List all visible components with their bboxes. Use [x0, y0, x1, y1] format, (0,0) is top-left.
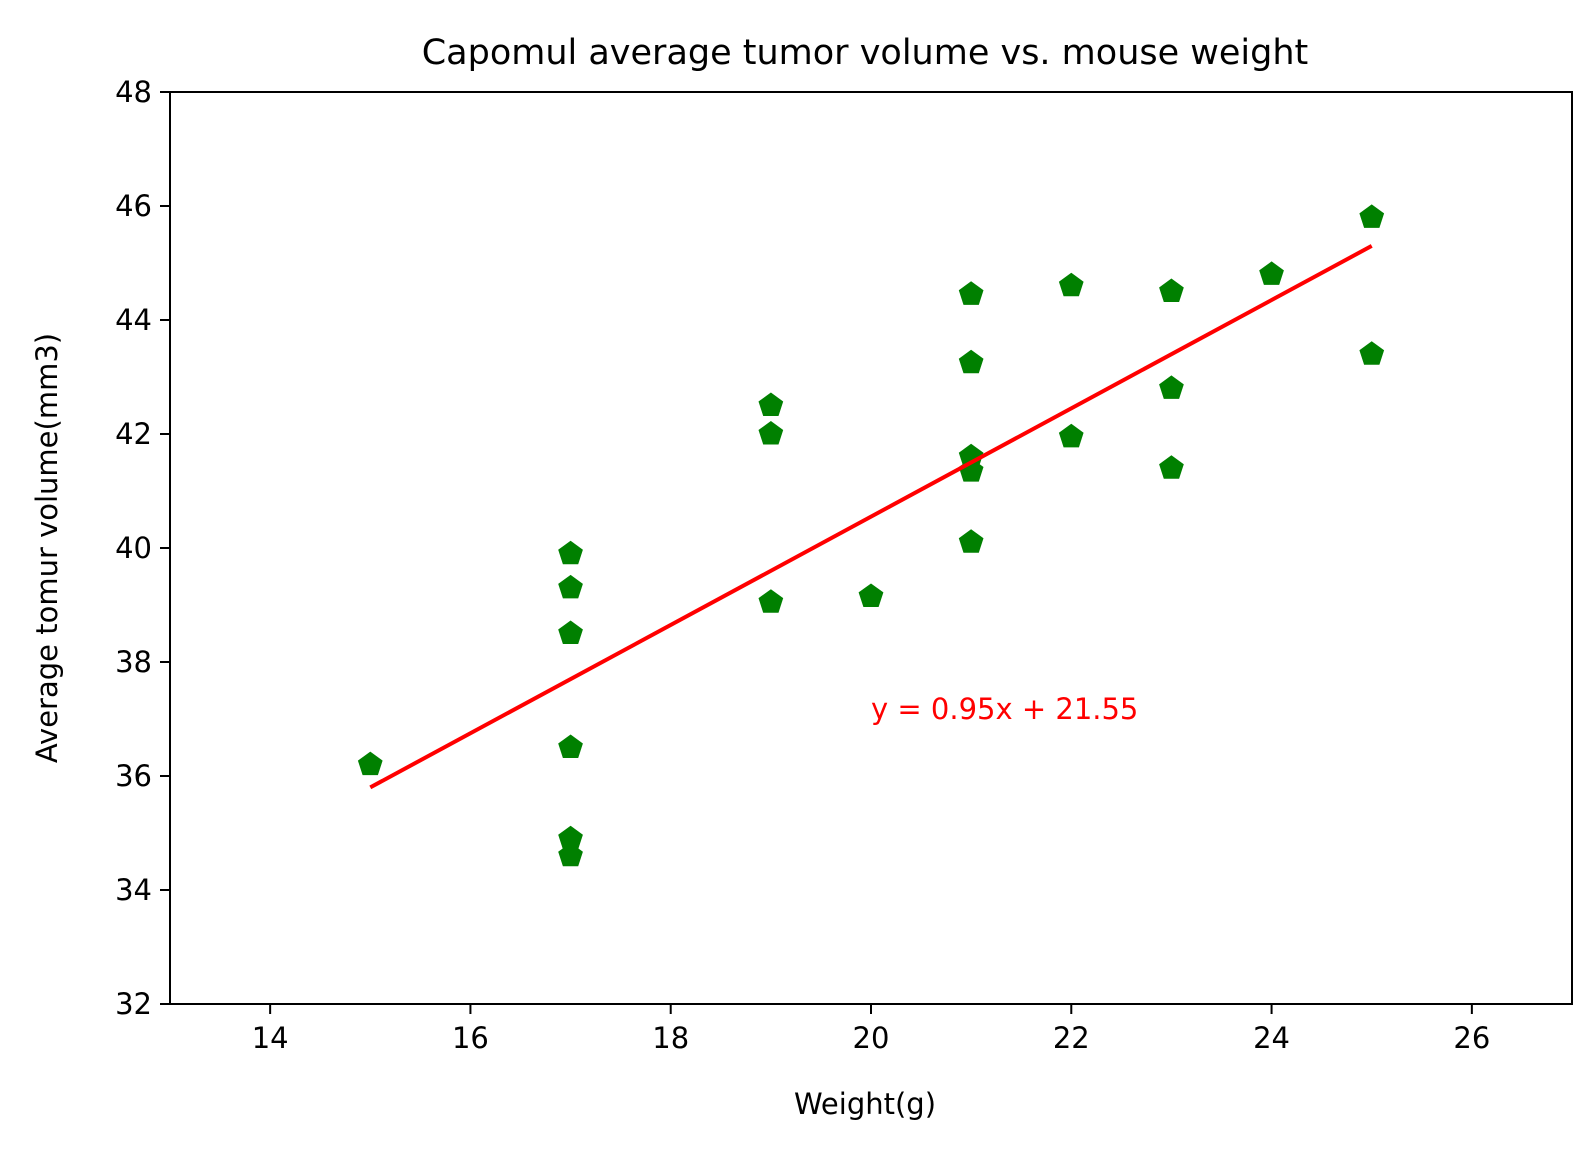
y-tick-label: 40 — [115, 531, 152, 565]
x-tick-label: 18 — [652, 1021, 689, 1055]
y-tick-label: 34 — [115, 873, 152, 907]
data-point — [1159, 455, 1184, 479]
y-tick-label: 42 — [115, 417, 152, 451]
y-tick-label: 32 — [115, 987, 152, 1021]
y-tick-label: 44 — [115, 303, 152, 337]
data-point — [758, 589, 784, 613]
data-point — [558, 540, 583, 565]
data-point — [1058, 272, 1084, 297]
data-point — [758, 392, 784, 416]
data-point — [357, 751, 383, 776]
data-point — [1359, 204, 1385, 228]
data-point — [958, 529, 984, 553]
data-point — [858, 583, 884, 607]
chart-title: Capomul average tumor volume vs. mouse w… — [422, 33, 1309, 73]
data-point — [958, 281, 984, 305]
data-point — [958, 349, 984, 374]
data-point — [558, 620, 583, 644]
data-point — [558, 842, 583, 867]
y-tick-label: 38 — [115, 645, 152, 679]
x-tick-label: 24 — [1253, 1021, 1290, 1055]
axes-frame — [169, 91, 1573, 1005]
y-tick-label: 36 — [115, 759, 152, 793]
data-point — [1259, 261, 1284, 285]
x-tick-label: 20 — [853, 1021, 890, 1055]
y-axis-label: Average tomur volume(mm3) — [30, 333, 64, 763]
y-tick-label: 46 — [115, 189, 152, 223]
data-point — [758, 421, 784, 445]
x-tick-label: 26 — [1453, 1021, 1490, 1055]
data-point — [558, 825, 583, 850]
y-tick-label: 48 — [115, 75, 152, 109]
data-point — [1159, 278, 1184, 302]
plot-area: 14 16 18 20 22 24 26 32 34 36 38 40 42 44 46 48 y = 0.95… — [115, 75, 1573, 1055]
data-point — [1159, 375, 1184, 399]
data-point — [558, 734, 583, 758]
x-axis-label: Weight(g) — [794, 1087, 936, 1121]
regression-equation: y = 0.95x + 21.55 — [871, 692, 1138, 726]
x-tick-label: 16 — [452, 1021, 489, 1055]
x-tick-label: 14 — [252, 1021, 289, 1055]
regression-line — [369, 244, 1373, 790]
data-point — [558, 574, 583, 599]
data-point — [1058, 423, 1084, 448]
x-tick-label: 22 — [1053, 1021, 1090, 1055]
data-point — [1359, 341, 1385, 365]
